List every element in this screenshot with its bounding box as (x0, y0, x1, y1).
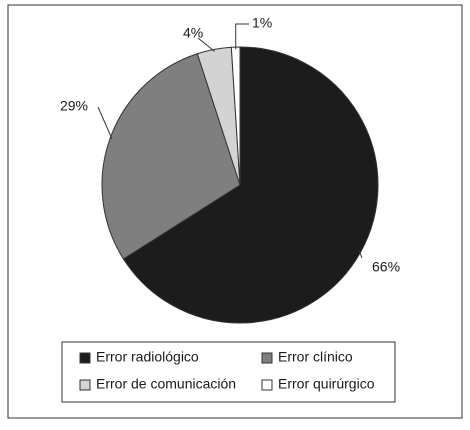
legend-label: Error de comunicación (96, 376, 236, 392)
legend-box (61, 341, 396, 403)
data-label: 1% (252, 15, 272, 31)
leader-line (97, 106, 113, 140)
data-label: 29% (60, 98, 88, 114)
data-label: 4% (183, 25, 203, 41)
leader-line (358, 250, 363, 259)
legend-swatch (79, 379, 91, 391)
pie-slice (101, 53, 241, 260)
data-label: 66% (372, 259, 400, 275)
leader-line (197, 37, 215, 52)
legend-label: Error clínico (278, 349, 353, 365)
legend-swatch (261, 379, 273, 391)
frame (7, 4, 463, 419)
leader-line (235, 23, 249, 50)
legend-swatch (79, 352, 91, 364)
legend-label: Error quirúrgico (278, 376, 375, 392)
legend-label: Error radiológico (96, 349, 199, 365)
pie-slice (122, 46, 379, 324)
legend-swatch (261, 352, 273, 364)
